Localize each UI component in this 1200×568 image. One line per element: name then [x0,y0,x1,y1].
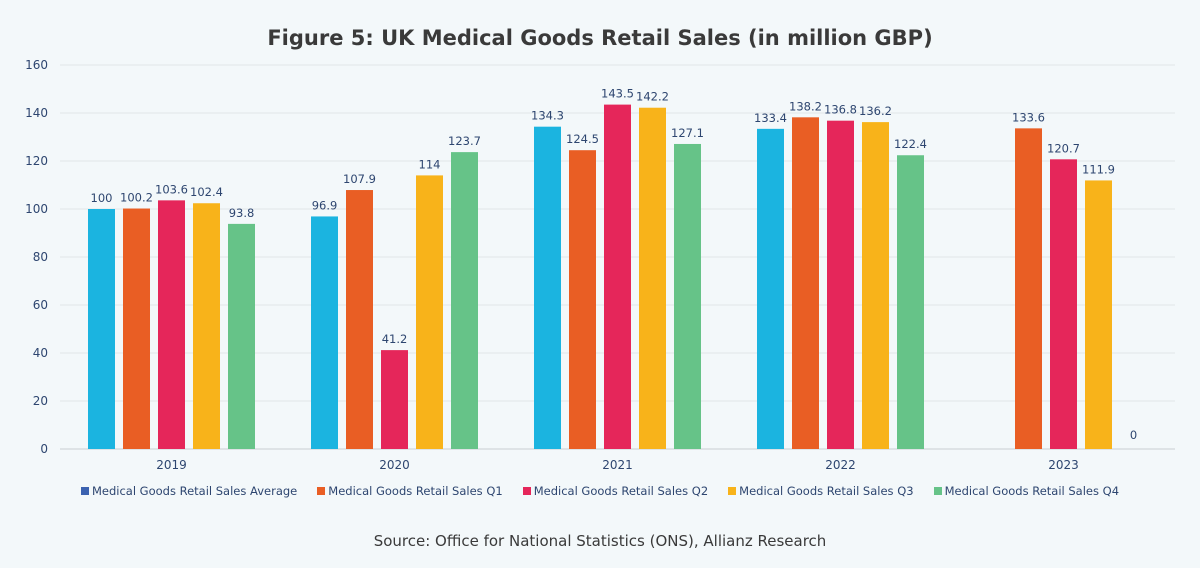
data-label: 100.2 [120,191,153,205]
y-tick-label: 20 [33,394,48,408]
bar [862,122,889,450]
data-label: 103.6 [155,182,188,196]
y-tick-label: 140 [25,106,48,120]
x-axis-labels: 2019 2020 2021 2022 2023 [156,458,1079,472]
data-label: 122.4 [894,137,927,151]
legend-item: Medical Goods Retail Sales Q3 [728,484,914,498]
legend: Medical Goods Retail Sales Average Medica… [0,484,1200,498]
bar [1015,128,1042,450]
bar [639,107,666,449]
x-tick-label: 2021 [602,458,633,472]
y-tick-label: 100 [25,202,48,216]
data-label: 142.2 [636,90,669,104]
y-tick-label: 40 [33,346,48,360]
data-label: 136.8 [824,103,857,117]
bar [88,209,115,449]
bar [381,350,408,449]
y-tick-label: 0 [40,442,48,456]
legend-label: Medical Goods Retail Sales Q4 [944,484,1120,498]
data-label: 120.7 [1047,141,1080,155]
data-label: 143.5 [601,87,634,101]
bar [228,223,255,449]
x-tick-label: 2022 [825,458,856,472]
bar [346,190,373,450]
data-label: 136.2 [859,104,892,118]
bar [534,126,561,450]
bar [311,216,338,449]
source-note: Source: Office for National Statistics (… [373,532,827,550]
data-label: 100 [91,191,113,205]
data-label: 41.2 [382,332,408,346]
bar [757,128,784,449]
data-label: 133.6 [1012,110,1045,124]
y-tick-label: 120 [25,154,48,168]
bars [88,104,1112,450]
bar [1050,159,1077,449]
legend-item: Medical Goods Retail Sales Q4 [933,484,1120,498]
legend-swatch-icon [933,487,942,495]
data-label: 127.1 [671,126,704,140]
bar [792,117,819,449]
data-label: 107.9 [343,172,376,186]
data-label: 111.9 [1082,162,1115,176]
data-label: 124.5 [566,132,599,146]
bar [123,208,150,449]
legend-swatch-icon [728,487,737,495]
x-tick-label: 2019 [156,458,187,472]
bar [158,200,185,449]
data-label: 0 [1130,428,1137,442]
legend-swatch-icon [522,487,531,495]
legend-item: Medical Goods Retail Sales Q1 [317,484,503,498]
bar [897,155,924,450]
x-tick-label: 2020 [379,458,410,472]
bar [604,104,631,449]
legend-swatch-icon [80,487,89,495]
data-label: 134.3 [531,109,564,123]
data-label: 93.8 [229,206,255,220]
bar [416,175,443,449]
bar [674,143,701,449]
legend-label: Medical Goods Retail Sales Q2 [533,484,709,498]
bar [827,120,854,450]
legend-item: Medical Goods Retail Sales Average [80,484,298,498]
data-label: 133.4 [754,111,787,125]
bar [569,150,596,449]
y-axis-ticks: 0 20 40 60 80 100 120 140 160 [25,58,48,456]
legend-label: Medical Goods Retail Sales Average [91,484,298,498]
y-tick-label: 60 [33,298,48,312]
data-label: 123.7 [448,134,481,148]
legend-item: Medical Goods Retail Sales Q2 [522,484,709,498]
y-tick-label: 80 [33,250,48,264]
data-label: 96.9 [312,198,338,212]
chart-title: Figure 5: UK Medical Goods Retail Sales … [267,26,933,50]
data-label: 138.2 [789,99,822,113]
legend-swatch-icon [317,487,326,495]
bar [451,152,478,449]
data-label: 102.4 [190,185,223,199]
x-tick-label: 2023 [1048,458,1079,472]
bar [193,203,220,449]
legend-label: Medical Goods Retail Sales Q3 [739,484,914,498]
legend-label: Medical Goods Retail Sales Q1 [328,484,503,498]
bar [1085,180,1112,449]
data-label: 114 [419,157,441,171]
y-tick-label: 160 [25,58,48,72]
